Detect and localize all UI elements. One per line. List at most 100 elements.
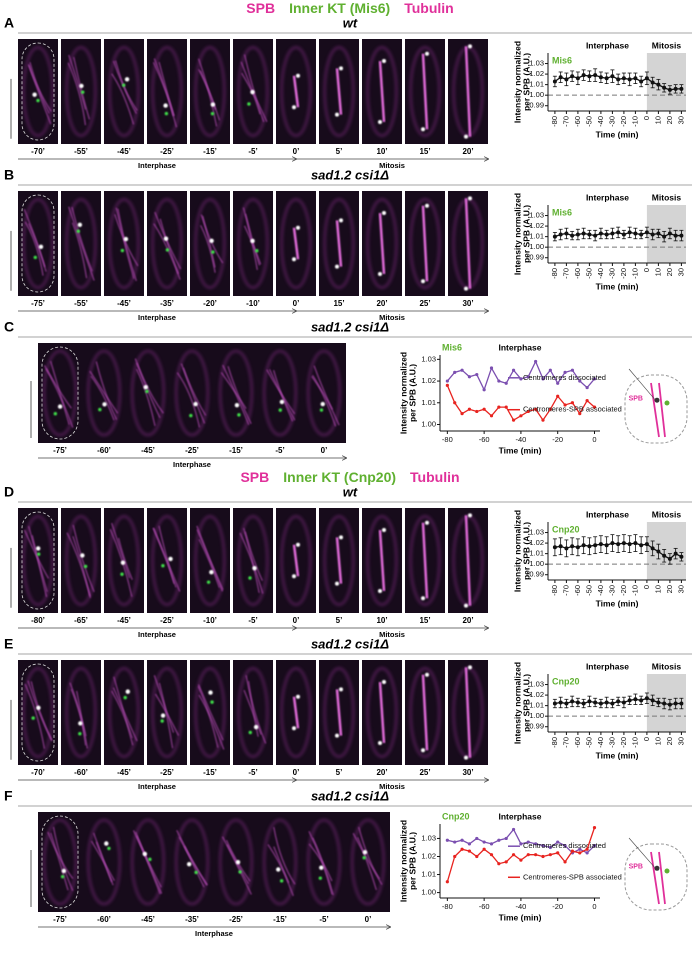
spb-dot (168, 556, 173, 562)
data-point (489, 842, 494, 846)
cell-signal (452, 198, 484, 289)
data-point (592, 826, 597, 830)
microtubule (200, 225, 216, 273)
schematic-spb (654, 865, 660, 871)
microtubule (67, 62, 87, 126)
data-point (511, 853, 516, 857)
data-point (534, 842, 538, 846)
x-tick-label: -80 (550, 585, 559, 596)
x-tick-label: 20 (665, 585, 674, 593)
microtubule (178, 836, 208, 886)
spb-dot (378, 588, 382, 593)
time-label: 30’ (462, 768, 473, 777)
data-point (585, 399, 589, 403)
x-tick-label: 20 (665, 116, 674, 124)
x-tick-label: -40 (596, 116, 605, 127)
microtubule (311, 376, 334, 410)
spb-dot (120, 560, 126, 565)
microtubule (227, 366, 252, 425)
x-tick-label: -60 (573, 737, 582, 748)
kinetochore-dot (248, 730, 252, 735)
x-tick-label: 0 (592, 902, 596, 911)
time-label: -75’ (53, 915, 67, 924)
x-tick-label: -70 (561, 268, 570, 279)
marker-label: Mis6 (552, 55, 572, 65)
data-point (639, 543, 644, 548)
y-tick-label: 1.02 (421, 376, 436, 385)
spb-dot (296, 542, 300, 547)
kinetochore-dot (206, 580, 211, 584)
data-point (460, 838, 464, 842)
panel-label: B (4, 167, 14, 183)
data-point (662, 701, 667, 706)
spb-dot (382, 528, 386, 533)
microtubule (23, 208, 46, 268)
y-axis-label: per SPB (A.U.) (407, 364, 417, 422)
data-point (475, 836, 479, 841)
data-point (534, 359, 538, 364)
time-label: 10’ (376, 616, 387, 625)
data-point (445, 838, 449, 842)
cell-signal (263, 818, 297, 906)
y-tick-label: 1.01 (421, 870, 436, 879)
x-tick-label: 0 (642, 116, 651, 120)
spb-dot (292, 726, 296, 731)
data-point (581, 701, 586, 706)
microtubule (95, 841, 114, 886)
cell-signal (409, 46, 441, 137)
data-point (519, 414, 523, 418)
x-tick-label: 10 (653, 116, 662, 124)
micrograph (126, 343, 170, 443)
data-point (639, 79, 644, 84)
data-point (604, 700, 609, 705)
spb-dot (425, 51, 429, 56)
spb-dot (252, 565, 257, 571)
spindle (335, 68, 343, 115)
data-point (679, 86, 684, 91)
microtubule (152, 527, 177, 588)
x-tick-label: -50 (584, 737, 593, 748)
data-point (633, 697, 638, 702)
kinetochore-dot (107, 846, 111, 851)
time-label: -45’ (117, 616, 131, 625)
spb-dot (464, 286, 468, 291)
time-label: -45’ (117, 299, 131, 308)
x-axis-label: Time (min) (596, 129, 639, 139)
header-spb: SPB (246, 0, 275, 16)
spb-dot (382, 680, 386, 685)
data-point (593, 233, 598, 238)
time-label: 5’ (336, 768, 343, 777)
kinetochore-dot (248, 576, 252, 580)
spb-dot (210, 102, 216, 107)
phase-label: Interphase (586, 40, 629, 50)
spb-dot (464, 755, 468, 760)
spb-dot (339, 218, 343, 223)
cell-signal (263, 349, 297, 437)
microtubule (182, 367, 207, 416)
data-point (667, 556, 672, 561)
x-tick-label: -20 (619, 737, 628, 748)
time-label: -60’ (74, 768, 88, 777)
y-tick-label: 1.02 (529, 538, 544, 547)
spindle (292, 696, 300, 729)
microtubule (30, 681, 53, 741)
kinetochore-dot (237, 413, 241, 417)
panel-title: sad1.2 csi1Δ (311, 319, 389, 334)
spb-dot (279, 399, 285, 405)
data-point (511, 418, 516, 422)
spindle (378, 212, 386, 275)
schematic-kt (664, 400, 670, 406)
schematic-mt (658, 382, 666, 438)
y-tick-label: 0.99 (529, 570, 544, 579)
time-label: 15’ (419, 616, 430, 625)
y-tick-label: 1.00 (529, 242, 544, 251)
spb-dot (468, 665, 472, 670)
cell-outline (21, 194, 55, 293)
data-point (587, 74, 592, 79)
spb-dot (142, 851, 148, 857)
x-tick-label: 10 (653, 268, 662, 276)
x-tick-label: -40 (596, 585, 605, 596)
spb-dot (296, 225, 300, 230)
y-tick-label: 1.00 (529, 559, 544, 568)
kinetochore-dot (81, 90, 85, 94)
